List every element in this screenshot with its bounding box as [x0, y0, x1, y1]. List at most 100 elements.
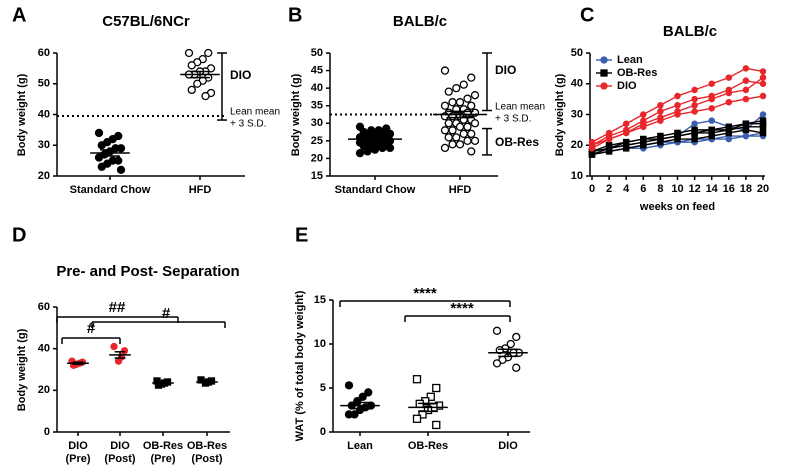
data-point: [759, 74, 767, 81]
data-point: [725, 98, 733, 106]
data-point: [204, 48, 213, 58]
data-point: [470, 91, 480, 100]
data-point: [588, 141, 596, 149]
data-point: [463, 136, 472, 146]
data-point: [622, 145, 630, 152]
x-tick-label: 0: [589, 183, 595, 195]
data-point: [742, 95, 750, 103]
data-point: [448, 98, 457, 107]
legend-label: DIO: [617, 80, 637, 92]
data-point: [506, 339, 515, 349]
annotation: Lean mean: [495, 102, 545, 113]
x-tick-label: DIO: [498, 440, 518, 452]
legend-marker: [600, 56, 608, 64]
panel-letter: E: [295, 224, 308, 246]
data-point: [657, 102, 664, 109]
data-point: [708, 117, 715, 124]
data-point: [363, 147, 372, 156]
y-tick-label: 40: [311, 82, 323, 94]
x-tick-label: 2: [606, 183, 612, 195]
x-tick-label: (Pre): [65, 453, 90, 465]
data-point: [640, 141, 647, 149]
panel-letter: B: [288, 4, 302, 26]
y-tick-label: 20: [38, 170, 50, 182]
data-point: [467, 73, 476, 82]
data-point: [459, 80, 468, 89]
annotation: DIO: [495, 63, 516, 77]
data-point: [94, 153, 104, 162]
data-point: [725, 135, 733, 143]
data-point: [742, 132, 750, 140]
data-point: [94, 128, 104, 138]
data-point: [455, 98, 465, 107]
data-point: [452, 83, 461, 93]
y-axis-label: Body weight (g): [16, 328, 28, 411]
panel-letter: C: [580, 4, 594, 26]
annotation: OB-Res: [495, 135, 539, 149]
data-point: [370, 145, 380, 154]
data-point: [432, 383, 441, 393]
y-tick-label: 30: [311, 117, 323, 129]
data-point: [691, 95, 698, 103]
y-tick-label: 15: [314, 294, 326, 306]
panel-letter: D: [12, 224, 26, 246]
legend-marker: [600, 82, 608, 90]
y-tick-label: 5: [320, 382, 326, 394]
data-point: [201, 91, 210, 101]
x-tick-label: 8: [657, 183, 663, 195]
data-point: [455, 122, 465, 131]
annotation: Lean mean: [230, 107, 280, 118]
x-tick-label: Standard Chow: [335, 184, 416, 196]
data-point: [674, 132, 681, 140]
data-point: [759, 68, 767, 75]
data-point: [110, 342, 118, 351]
data-point: [657, 108, 664, 115]
data-point: [463, 122, 472, 131]
x-tick-label: OB-Res: [408, 440, 448, 452]
data-point: [708, 126, 715, 134]
data-point: [444, 133, 453, 142]
x-tick-label: (Post): [191, 453, 223, 465]
annotation: + 3 S.D.: [495, 114, 531, 125]
data-point: [378, 143, 387, 153]
legend-label: OB-Res: [617, 67, 657, 79]
data-point: [742, 126, 750, 134]
y-tick-label: 40: [38, 343, 50, 355]
data-point: [640, 120, 647, 127]
data-point: [691, 102, 698, 109]
x-axis-label: weeks on feed: [639, 201, 715, 213]
data-point: [725, 89, 733, 97]
x-tick-label: 10: [671, 183, 683, 195]
y-tick-label: 50: [38, 78, 50, 90]
data-point: [674, 108, 681, 115]
data-point: [759, 129, 767, 137]
y-axis-label: Body weight (g): [554, 73, 566, 156]
data-point: [691, 135, 698, 143]
data-point: [691, 108, 698, 115]
x-tick-label: OB-Res: [187, 440, 227, 452]
x-tick-label: 20: [757, 183, 769, 195]
data-point: [622, 138, 630, 146]
data-point: [467, 129, 476, 138]
data-point: [114, 357, 123, 365]
data-point: [355, 149, 365, 158]
x-tick-label: Lean: [347, 440, 373, 452]
data-point: [116, 165, 126, 175]
x-tick-label: DIO: [68, 440, 88, 452]
data-point: [467, 147, 476, 156]
data-point: [432, 420, 441, 430]
y-axis-label: Body weight (g): [290, 73, 302, 156]
data-point: [725, 74, 733, 81]
x-tick-label: 6: [640, 183, 646, 195]
y-axis-label: Body weight (g): [16, 73, 28, 156]
data-point: [674, 102, 681, 109]
y-tick-label: 20: [311, 152, 323, 164]
y-tick-label: 20: [38, 384, 50, 396]
data-point: [725, 126, 733, 134]
data-point: [742, 120, 750, 127]
data-point: [742, 77, 750, 84]
data-point: [385, 143, 395, 153]
data-point: [640, 135, 647, 143]
y-tick-label: 60: [38, 301, 50, 313]
